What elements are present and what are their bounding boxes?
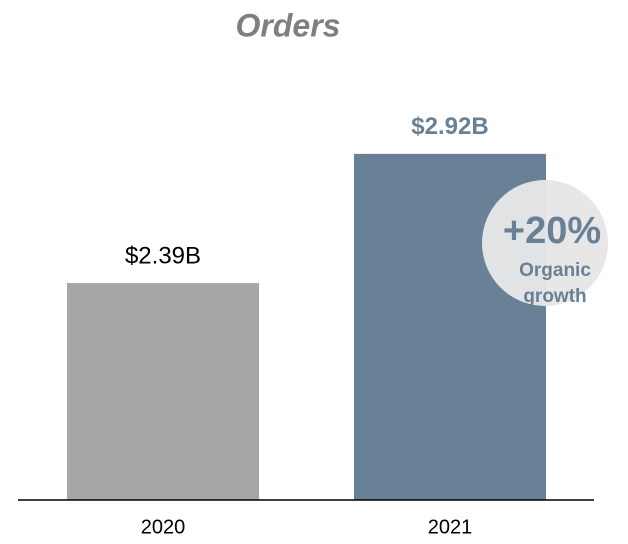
growth-caption: Organic (519, 260, 591, 281)
growth-headline: +20% (503, 210, 601, 252)
x-tick-label: 2020 (141, 516, 186, 538)
bar (67, 283, 259, 500)
growth-badge (482, 180, 608, 306)
value-label: $2.92B (411, 113, 488, 140)
x-tick-label: 2021 (428, 516, 473, 538)
value-label: $2.39B (125, 242, 201, 269)
chart-title: Orders (236, 7, 341, 43)
growth-caption: growth (523, 286, 586, 307)
